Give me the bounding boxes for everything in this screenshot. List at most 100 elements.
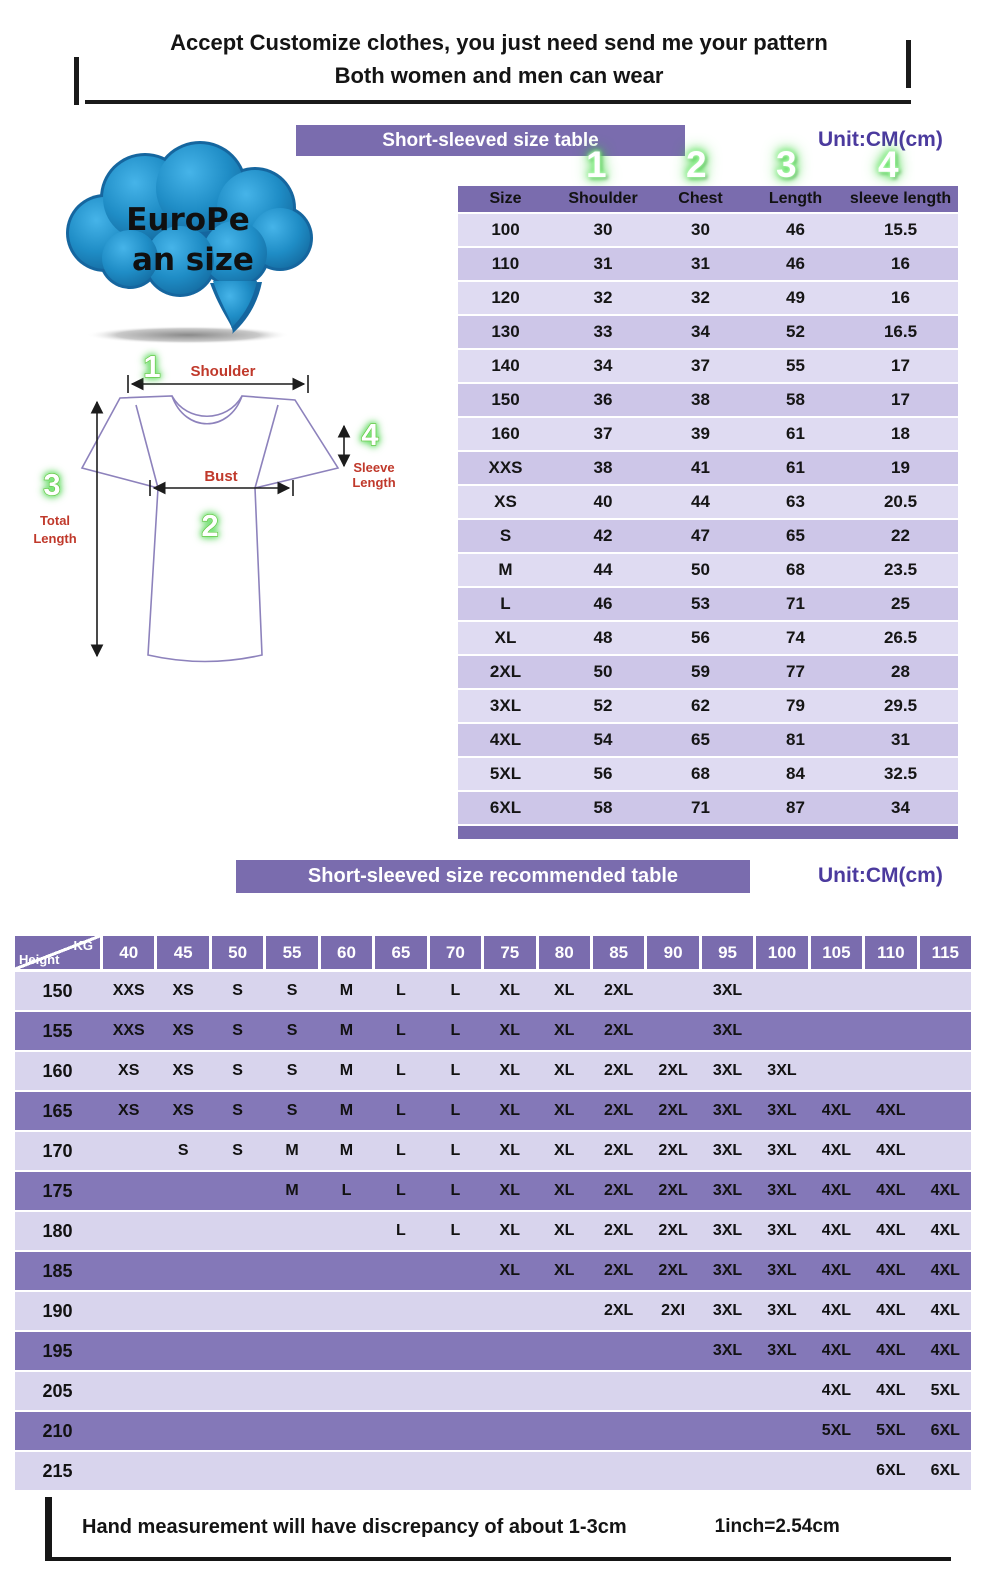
rec-cell: 4XL (930, 1182, 960, 1199)
rec-cell: 4XL (876, 1222, 906, 1239)
rec-cell (920, 1012, 971, 1050)
rec-cell: 5XL (821, 1422, 852, 1439)
rec-cell: L (396, 1142, 406, 1159)
rec-cell (103, 1132, 154, 1170)
height-label: 160 (42, 1061, 73, 1081)
size-cell: S (458, 520, 553, 552)
size-table-row: L 46 53 71 25 (458, 588, 958, 620)
size-table-row: 140 34 37 55 17 (458, 350, 958, 382)
size-cell: 63 (748, 486, 843, 518)
rec-cell: 2XI (661, 1302, 686, 1319)
rec-cell: 3XL (767, 1102, 797, 1119)
size-cell: 22 (843, 520, 958, 552)
size-table-row: XXS 38 41 61 19 (458, 452, 958, 484)
kg-height-corner-cell: KG Height (15, 936, 100, 969)
rec-cell (430, 1332, 481, 1370)
rec-cell: 2XL (658, 1062, 688, 1079)
rec-cell: S (286, 1062, 298, 1079)
rec-cell (103, 1332, 154, 1370)
rec-cell: 3XL (712, 1222, 743, 1239)
rec-cell (647, 1332, 698, 1370)
size-table-row: 2XL 50 59 77 28 (458, 656, 958, 688)
rec-cell: M (339, 982, 354, 999)
rec-cell (321, 1452, 372, 1490)
rec-cell: L (396, 1102, 406, 1119)
size-cell: 110 (458, 248, 553, 280)
rec-cell (103, 1252, 154, 1290)
rec-cell (157, 1452, 208, 1490)
size-cell: 58 (748, 384, 843, 416)
rec-cell: L (396, 1182, 406, 1199)
size-table-row: 6XL 58 71 87 34 (458, 792, 958, 824)
size-cell: 46 (748, 214, 843, 246)
rec-cell: S (232, 1022, 243, 1039)
rec-cell (811, 1452, 862, 1490)
size-cell: 19 (843, 452, 958, 484)
size-column-header: Size (458, 186, 553, 212)
size-cell: 31 (843, 724, 958, 756)
size-cell: 71 (748, 588, 843, 620)
rec-row: 160 XS XS S S M L L XL XL 2XL 2XL 3XL 3XL (15, 1052, 971, 1090)
size-cell: 52 (553, 690, 653, 722)
rec-cell (212, 1452, 263, 1490)
size-cell: 46 (748, 248, 843, 280)
size-cell: 74 (748, 622, 843, 654)
rec-cell: XS (172, 1062, 194, 1079)
weight-header-cell: 65 (375, 936, 427, 969)
rec-cell (266, 1292, 317, 1330)
size-table-row: 110 31 31 46 16 (458, 248, 958, 280)
rec-cell: 2XL (603, 1022, 634, 1039)
rec-cell: 6XL (930, 1422, 960, 1439)
rec-cell: 3XL (712, 1182, 743, 1199)
rec-cell: XXS (112, 1022, 145, 1039)
rec-cell (266, 1332, 317, 1370)
rec-row: 195 3XL 3XL 4XL 4XL 4XL (15, 1332, 971, 1370)
footer-inch-note: 1inch=2.54cm (714, 1516, 840, 1537)
rec-cell: 4XL (821, 1302, 852, 1319)
size-cell: 17 (843, 350, 958, 382)
rec-cell: M (339, 1062, 354, 1079)
size-table-row: 160 37 39 61 18 (458, 418, 958, 450)
rec-cell: 4XL (876, 1262, 906, 1279)
rec-cell (103, 1412, 154, 1450)
rec-cell: 4XL (876, 1342, 906, 1359)
rec-cell (811, 972, 862, 1010)
weight-header-cell: 70 (429, 936, 482, 969)
height-label: 175 (42, 1181, 73, 1201)
rec-cell: 6XL (876, 1462, 906, 1479)
weight-header-cell: 105 (810, 936, 863, 969)
size-cell: 48 (553, 622, 653, 654)
size-cell: 4XL (458, 724, 553, 756)
weight-header-cell: 60 (320, 936, 373, 969)
rec-cell (756, 1012, 807, 1050)
size-table-row: 4XL 54 65 81 31 (458, 724, 958, 756)
rec-cell (593, 1452, 644, 1490)
cloud-body (69, 144, 310, 328)
size-table-row: 5XL 56 68 84 32.5 (458, 758, 958, 790)
rec-cell: 2XL (603, 1102, 634, 1119)
rec-cell (484, 1412, 535, 1450)
size-table-bottom-bar (458, 826, 958, 839)
size-cell: XL (458, 622, 553, 654)
size-table-unit: Unit:CM(cm) (818, 128, 943, 151)
rec-cell (756, 1412, 807, 1450)
rec-cell: 3XL (767, 1142, 797, 1159)
rec-cell (157, 1412, 208, 1450)
size-table-row: 3XL 52 62 79 29.5 (458, 690, 958, 722)
rec-cell: M (339, 1022, 354, 1039)
weight-header-cell: 75 (484, 936, 536, 969)
rec-cell: S (286, 1102, 298, 1119)
rec-cell (321, 1332, 372, 1370)
sleeve-length-label-1: Sleeve (353, 460, 394, 475)
tshirt-outline (80, 395, 340, 663)
rec-cell (103, 1372, 154, 1410)
diagram-number-1: 1 (143, 349, 160, 384)
size-cell: 120 (458, 282, 553, 314)
size-cell: 61 (748, 418, 843, 450)
size-table-header-row: Size Shoulder Chest Length sleeve length (458, 186, 958, 212)
size-cell: 17 (843, 384, 958, 416)
rec-cell: XL (553, 1102, 575, 1119)
rec-cell (539, 1332, 590, 1370)
size-cell: 37 (653, 350, 748, 382)
weight-header-cell: 115 (919, 936, 971, 969)
